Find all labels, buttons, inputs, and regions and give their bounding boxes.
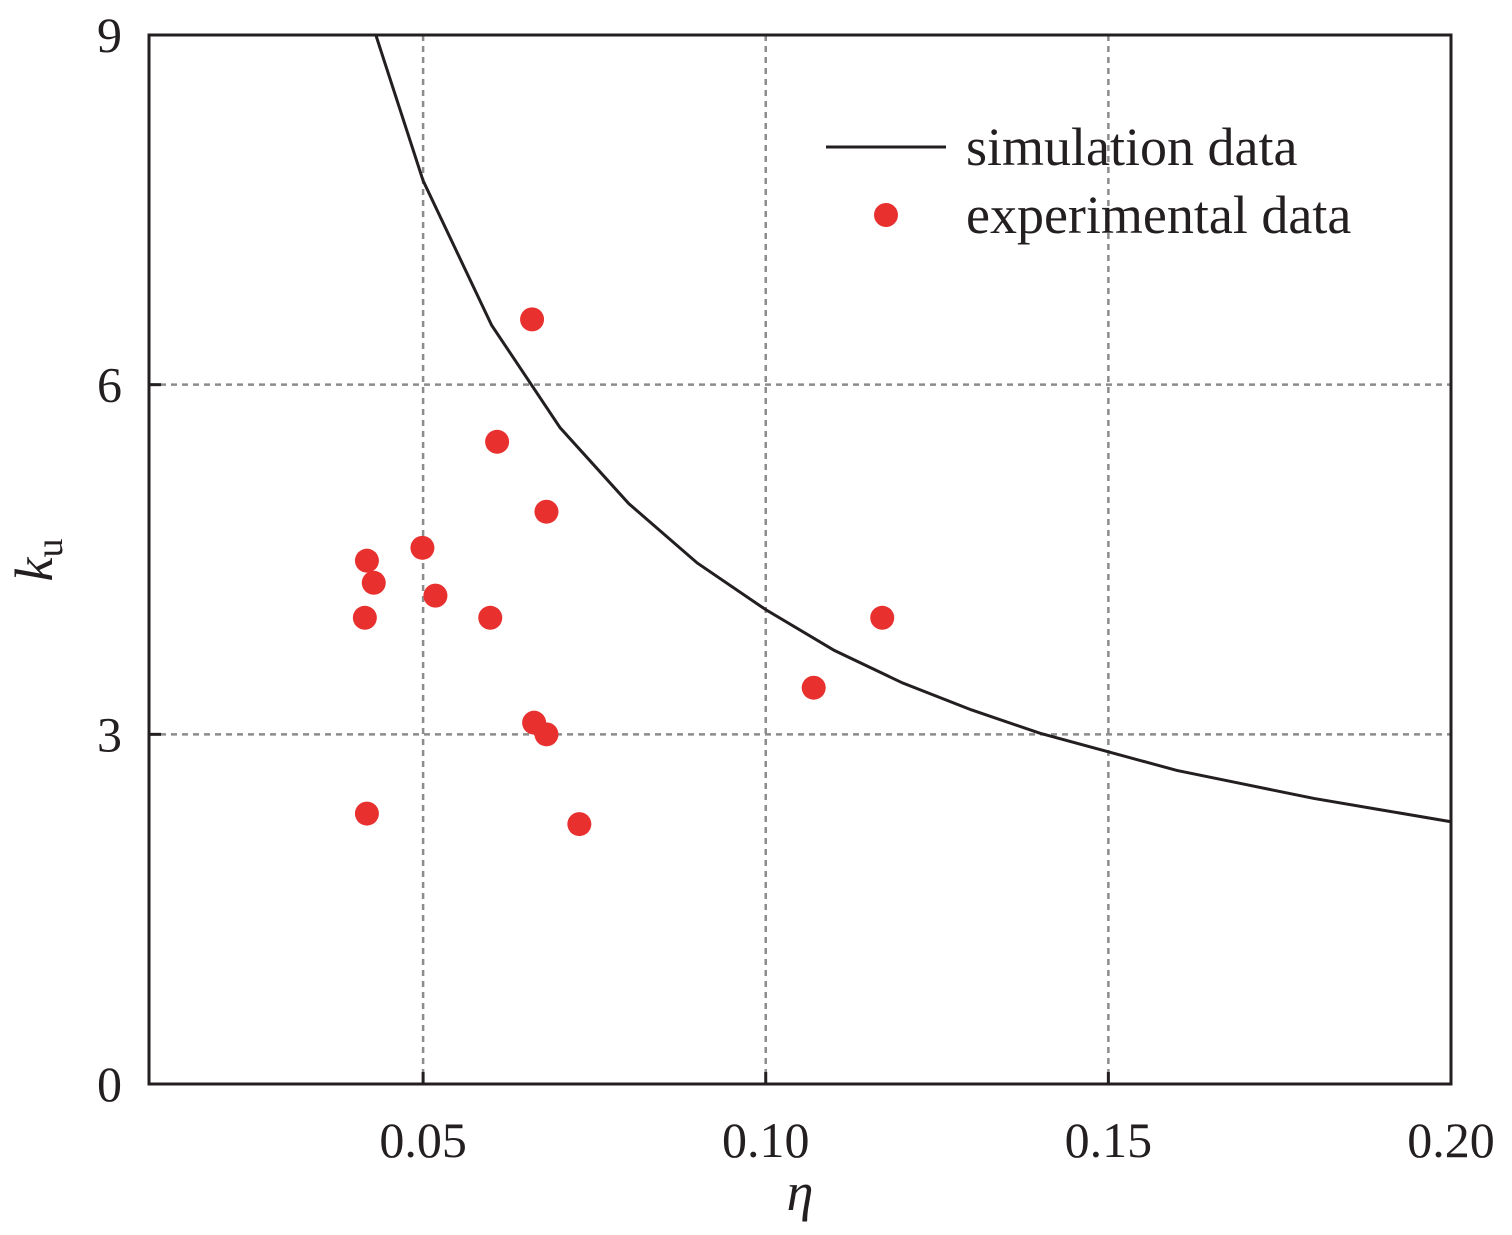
experimental-data-point bbox=[352, 605, 377, 630]
experimental-data-point bbox=[478, 605, 503, 630]
tick-layer: 0.05 0.10 0.15 0.20 0 3 6 9 bbox=[97, 7, 1495, 1168]
x-tick-label: 0.10 bbox=[722, 1112, 810, 1168]
simulation-data-line bbox=[374, 34, 1452, 824]
y-tick-label: 6 bbox=[97, 357, 122, 413]
y-axis-label-group: ku bbox=[4, 539, 71, 582]
x-axis-label: η bbox=[787, 1162, 814, 1222]
experimental-data-point bbox=[534, 722, 559, 747]
y-tick-label: 9 bbox=[97, 7, 122, 63]
experimental-data-point bbox=[534, 499, 559, 524]
experimental-data-point bbox=[423, 583, 448, 608]
experimental-data-point bbox=[520, 307, 545, 332]
grid bbox=[149, 35, 1451, 1084]
experimental-data-point bbox=[354, 801, 379, 826]
plot-frame bbox=[147, 33, 1453, 1086]
legend: simulation data experimental data bbox=[826, 117, 1351, 245]
x-tick-label: 0.20 bbox=[1407, 1112, 1495, 1168]
experimental-data-point bbox=[410, 535, 435, 560]
experimental-data-point bbox=[361, 570, 386, 595]
x-tick-label: 0.05 bbox=[379, 1112, 467, 1168]
legend-label-experimental: experimental data bbox=[966, 185, 1351, 245]
experimental-data-point bbox=[485, 429, 510, 454]
experimental-data-point bbox=[354, 548, 379, 573]
legend-label-simulation: simulation data bbox=[966, 117, 1297, 177]
y-tick-label: 0 bbox=[97, 1056, 122, 1112]
legend-marker-swatch bbox=[874, 203, 898, 227]
series-layer bbox=[352, 34, 1452, 837]
y-axis-label: ku bbox=[4, 539, 71, 582]
experimental-data-point bbox=[801, 675, 826, 700]
y-axis-label-subscript: u bbox=[29, 539, 71, 558]
experimental-data-point bbox=[567, 812, 592, 837]
y-tick-label: 3 bbox=[97, 706, 122, 762]
x-tick-label: 0.15 bbox=[1065, 1112, 1153, 1168]
y-axis-label-main: k bbox=[4, 556, 64, 581]
experimental-data-point bbox=[870, 605, 895, 630]
